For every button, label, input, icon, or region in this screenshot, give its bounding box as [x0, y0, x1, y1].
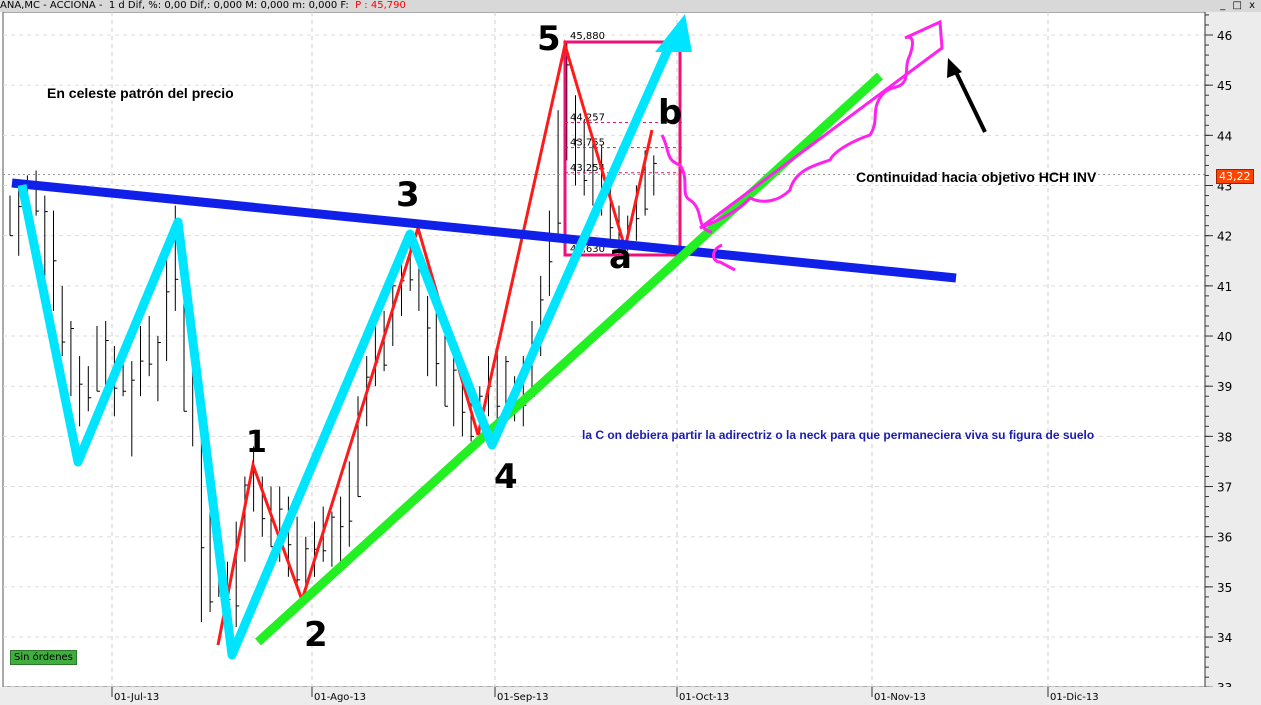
cyan-pattern	[17, 38, 677, 660]
date-tick-label: 01-Nov-13	[874, 692, 926, 703]
price-tick-label: 40	[1217, 330, 1232, 344]
price-tick-label: 42	[1217, 230, 1232, 244]
fib-label: 43,254	[570, 163, 605, 174]
fib-label: 45,880	[570, 31, 605, 42]
price-tick-label: 37	[1217, 481, 1232, 495]
target-note: Continuidad hacia objetivo HCH INV	[856, 169, 1097, 185]
price-axis-band	[1205, 12, 1261, 687]
date-axis-band	[0, 687, 1261, 705]
chart-title-bar: ANA,MC - ACCIONA - 1 d Dif, %: 0,00 Dif,…	[0, 0, 1261, 12]
price-tick-label: 39	[1217, 380, 1232, 394]
date-tick-label: 01-Jul-13	[114, 692, 159, 703]
wave-1-label: 1	[246, 425, 267, 460]
stats-label: Dif, %: 0,00 Dif,: 0,000 M: 0,000 m: 0,0…	[124, 0, 352, 11]
price-tick-label: 34	[1217, 631, 1232, 645]
date-tick-label: 01-Dic-13	[1050, 692, 1099, 703]
price-tick-label: 35	[1217, 581, 1232, 595]
cyan-arrowhead-icon	[655, 14, 692, 52]
black-arrowhead-icon	[947, 58, 962, 78]
symbol-label: ANA,MC - ACCIONA -	[0, 0, 106, 11]
price-label: P : 45,790	[351, 0, 406, 11]
price-tick-label: 41	[1217, 280, 1232, 294]
wave-2-label: 2	[304, 615, 328, 655]
drawings	[11, 14, 987, 660]
last-price-tag: 43,22	[1216, 169, 1254, 184]
orders-status-badge[interactable]: Sin órdenes	[10, 650, 77, 665]
magenta-projection	[660, 19, 944, 272]
date-tick-label: 01-Sep-13	[497, 692, 549, 703]
fib-label: 43,755	[570, 138, 605, 149]
price-axis: 4645444342414039383736353433	[1204, 12, 1261, 695]
period-label: 1 d	[105, 0, 125, 11]
wave-b-label: b	[658, 93, 683, 133]
price-tick-label: 46	[1217, 29, 1232, 43]
date-tick-label: 01-Ago-13	[314, 692, 366, 703]
black-arrow	[953, 69, 987, 133]
wave-a-label: a	[609, 237, 632, 277]
wave-4-label: 4	[494, 457, 518, 497]
c-note: la C on debiera partir la adirectriz o l…	[582, 428, 1095, 442]
date-axis: 01-Jul-13 01-Ago-13 01-Sep-13 01-Oct-13 01-N…	[0, 687, 1261, 705]
neckline	[11, 178, 957, 283]
price-tick-label: 38	[1217, 430, 1232, 444]
price-tick-label: 36	[1217, 531, 1232, 545]
price-tick-label: 45	[1217, 79, 1232, 93]
date-tick-label: 01-Oct-13	[679, 692, 729, 703]
fib-label: 41,630	[570, 244, 605, 255]
grid	[2, 11, 1206, 688]
window-buttons[interactable]: _ □ x	[1220, 0, 1257, 11]
plot-area	[2, 11, 1206, 688]
price-tick-label: 44	[1217, 129, 1232, 143]
fib-box	[563, 40, 682, 257]
wave-5-label: 5	[537, 19, 561, 59]
wave-3-label: 3	[396, 175, 420, 215]
pattern-note: En celeste patrón del precio	[47, 85, 234, 101]
